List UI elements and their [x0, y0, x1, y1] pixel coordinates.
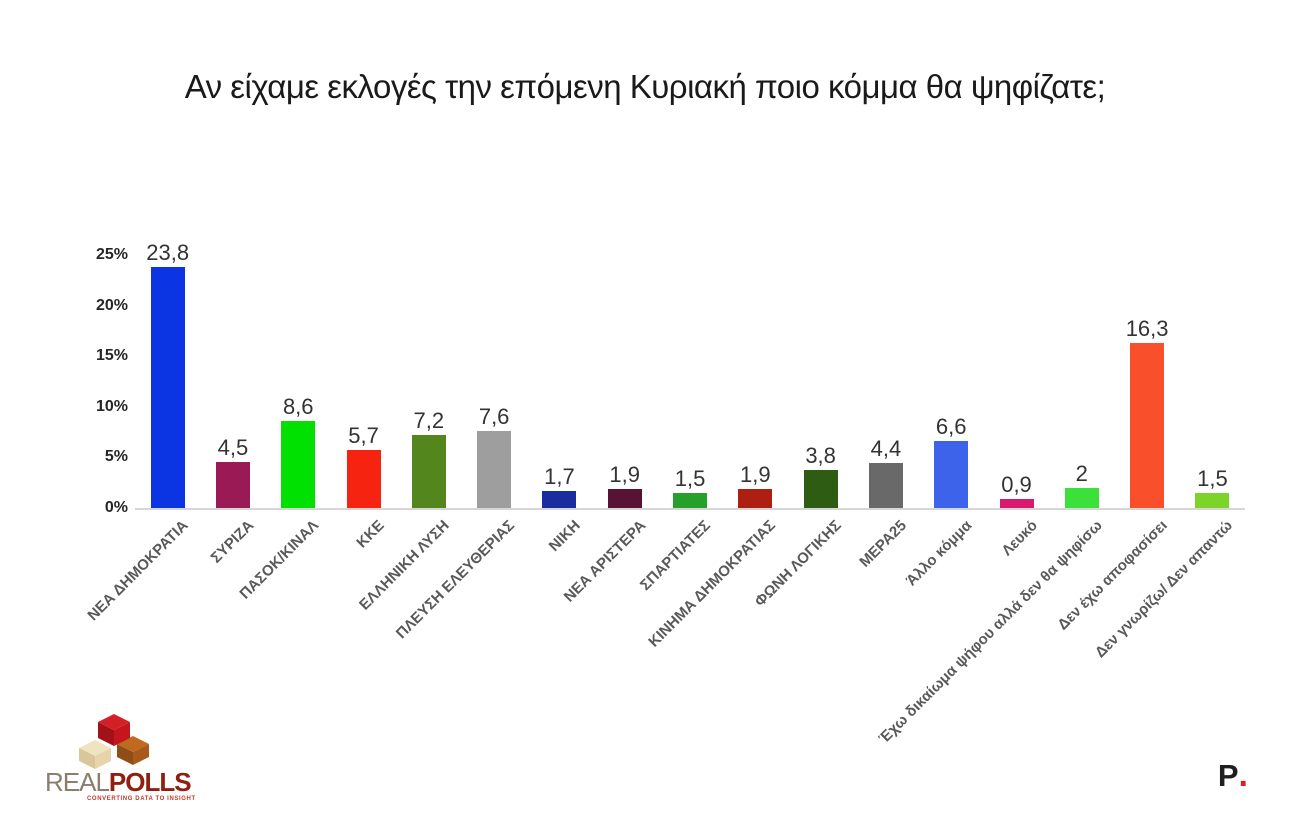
bar-column: 1,5 [657, 230, 722, 508]
x-category-label: ΚΚΕ [353, 517, 388, 552]
p-logo: P. [1218, 758, 1248, 792]
bar [411, 435, 446, 508]
bar [346, 450, 381, 508]
bar-value-label: 6,6 [935, 414, 967, 440]
cubes-icon [79, 714, 149, 769]
x-category-label: ΝΙΚΗ [545, 517, 584, 555]
x-labels-layer: ΝΕΑ ΔΗΜΟΚΡΑΤΙΑ ΣΥΡΙΖΑ ΠΑΣΟΚ/ΚΙΝΑΛ ΚΚΕ ΕΛΛΗΝΙ… [85, 517, 1245, 817]
bar-value-label: 8,6 [282, 393, 314, 419]
bar-value-label: 1,5 [674, 465, 706, 491]
bar-value-label: 2 [1075, 460, 1088, 486]
bar [803, 469, 838, 508]
bar [477, 431, 512, 508]
bar-value-label: 16,3 [1125, 316, 1169, 342]
y-tick-label: 5% [104, 448, 128, 466]
bar-value-label: 1,9 [740, 461, 771, 487]
bar-value-label: 7,6 [478, 404, 510, 430]
bar [1064, 487, 1099, 508]
chart-title: Αν είχαμε εκλογές την επόμενη Κυριακή πο… [184, 68, 1106, 105]
bar-column: 5,7 [331, 230, 396, 508]
bar-value-label: 1,9 [609, 461, 641, 487]
p-logo-dot: . [1238, 756, 1248, 794]
brand-polls: POLLS [108, 767, 192, 797]
bar-value-label: 3,8 [805, 442, 836, 468]
realpolls-tagline: CONVERTING DATA TO INSIGHT [87, 796, 196, 802]
x-category-label: ΜΕΡΑ25 [856, 517, 910, 571]
bar-column: 23,8 [135, 230, 200, 508]
y-tick-label: 0% [104, 499, 128, 516]
bar-column: 7,6 [461, 230, 526, 508]
bar-value-label: 4,5 [217, 435, 249, 461]
p-logo-letter: P [1217, 758, 1239, 793]
bar-column: 1,9 [723, 230, 788, 508]
bar-value-label: 1,7 [544, 463, 575, 489]
bar-column: 2 [1049, 230, 1114, 508]
bar [281, 420, 316, 508]
bar-column: 6,6 [919, 230, 984, 508]
x-category-label: Δεν γνωρίζω/ Δεν απαντώ [1092, 517, 1237, 662]
realpolls-logo: REALPOLLS CONVERTING DATA TO INSIGHT [45, 712, 195, 807]
bar-chart: 23,8 4,5 8,6 5,7 7,2 7,6 1,7 1,9 1,5 1,9 3,8 4,4 6,6… [135, 230, 1245, 508]
bars-layer: 23,8 4,5 8,6 5,7 7,2 7,6 1,7 1,9 1,5 1,9 3,8 4,4 6,6… [135, 230, 1245, 508]
brand-real: REAL [45, 767, 110, 797]
bar-column: 1,5 [1180, 230, 1245, 508]
bar-column: 7,2 [396, 230, 461, 508]
y-tick-label: 25% [95, 246, 128, 263]
bar-value-label: 23,8 [146, 240, 190, 266]
y-tick-label: 15% [95, 347, 128, 365]
bar-column: 8,6 [266, 230, 331, 508]
y-tick-label: 10% [95, 397, 128, 415]
x-category-label: Λευκό [998, 517, 1041, 560]
bar-column: 1,7 [527, 230, 592, 508]
bar [934, 441, 969, 508]
bar [868, 463, 903, 508]
x-category-label: ΚΙΝΗΜΑ ΔΗΜΟΚΡΑΤΙΑΣ [645, 517, 780, 651]
x-category-label: Άλλο κόμμα [902, 517, 976, 590]
bar-value-label: 7,2 [413, 408, 445, 434]
bar-column: 4,4 [853, 230, 918, 508]
bar-column: 4,5 [200, 230, 265, 508]
bar [738, 488, 773, 508]
x-category-label: ΣΥΡΙΖΑ [207, 517, 257, 567]
bar-column: 1,9 [592, 230, 657, 508]
bar [542, 490, 577, 508]
bar-value-label: 4,4 [870, 436, 902, 462]
bar-value-label: 1,5 [1197, 465, 1228, 491]
bar-value-label: 0,9 [1001, 471, 1032, 497]
realpolls-wordmark: REALPOLLS [45, 767, 192, 797]
bar-column: 16,3 [1114, 230, 1179, 508]
x-baseline [135, 508, 1245, 510]
y-axis: 0% 5% 10% 15% 20% 25% [40, 0, 128, 822]
bar [1195, 492, 1230, 508]
x-category-label: ΠΛΕΥΣΗ ΕΛΕΥΘΕΡΙΑΣ [392, 517, 519, 643]
y-tick-label: 20% [95, 296, 128, 314]
bar-value-label: 5,7 [348, 423, 379, 449]
bar-column: 3,8 [788, 230, 853, 508]
bar [999, 498, 1034, 508]
x-category-label: Έχω δικαίωμα ψήφου αλλά δεν θα ψηφίσω [875, 517, 1106, 748]
bar [1130, 343, 1165, 508]
bar [607, 488, 642, 508]
bar [150, 267, 185, 508]
x-category-label: Δεν έχω αποφασίσει [1054, 517, 1172, 634]
bar [673, 492, 708, 508]
bar-column: 0,9 [984, 230, 1049, 508]
bar [215, 462, 250, 508]
